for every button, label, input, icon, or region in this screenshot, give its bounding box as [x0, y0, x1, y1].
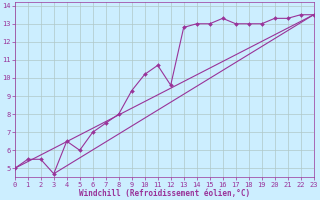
- X-axis label: Windchill (Refroidissement éolien,°C): Windchill (Refroidissement éolien,°C): [79, 189, 250, 198]
